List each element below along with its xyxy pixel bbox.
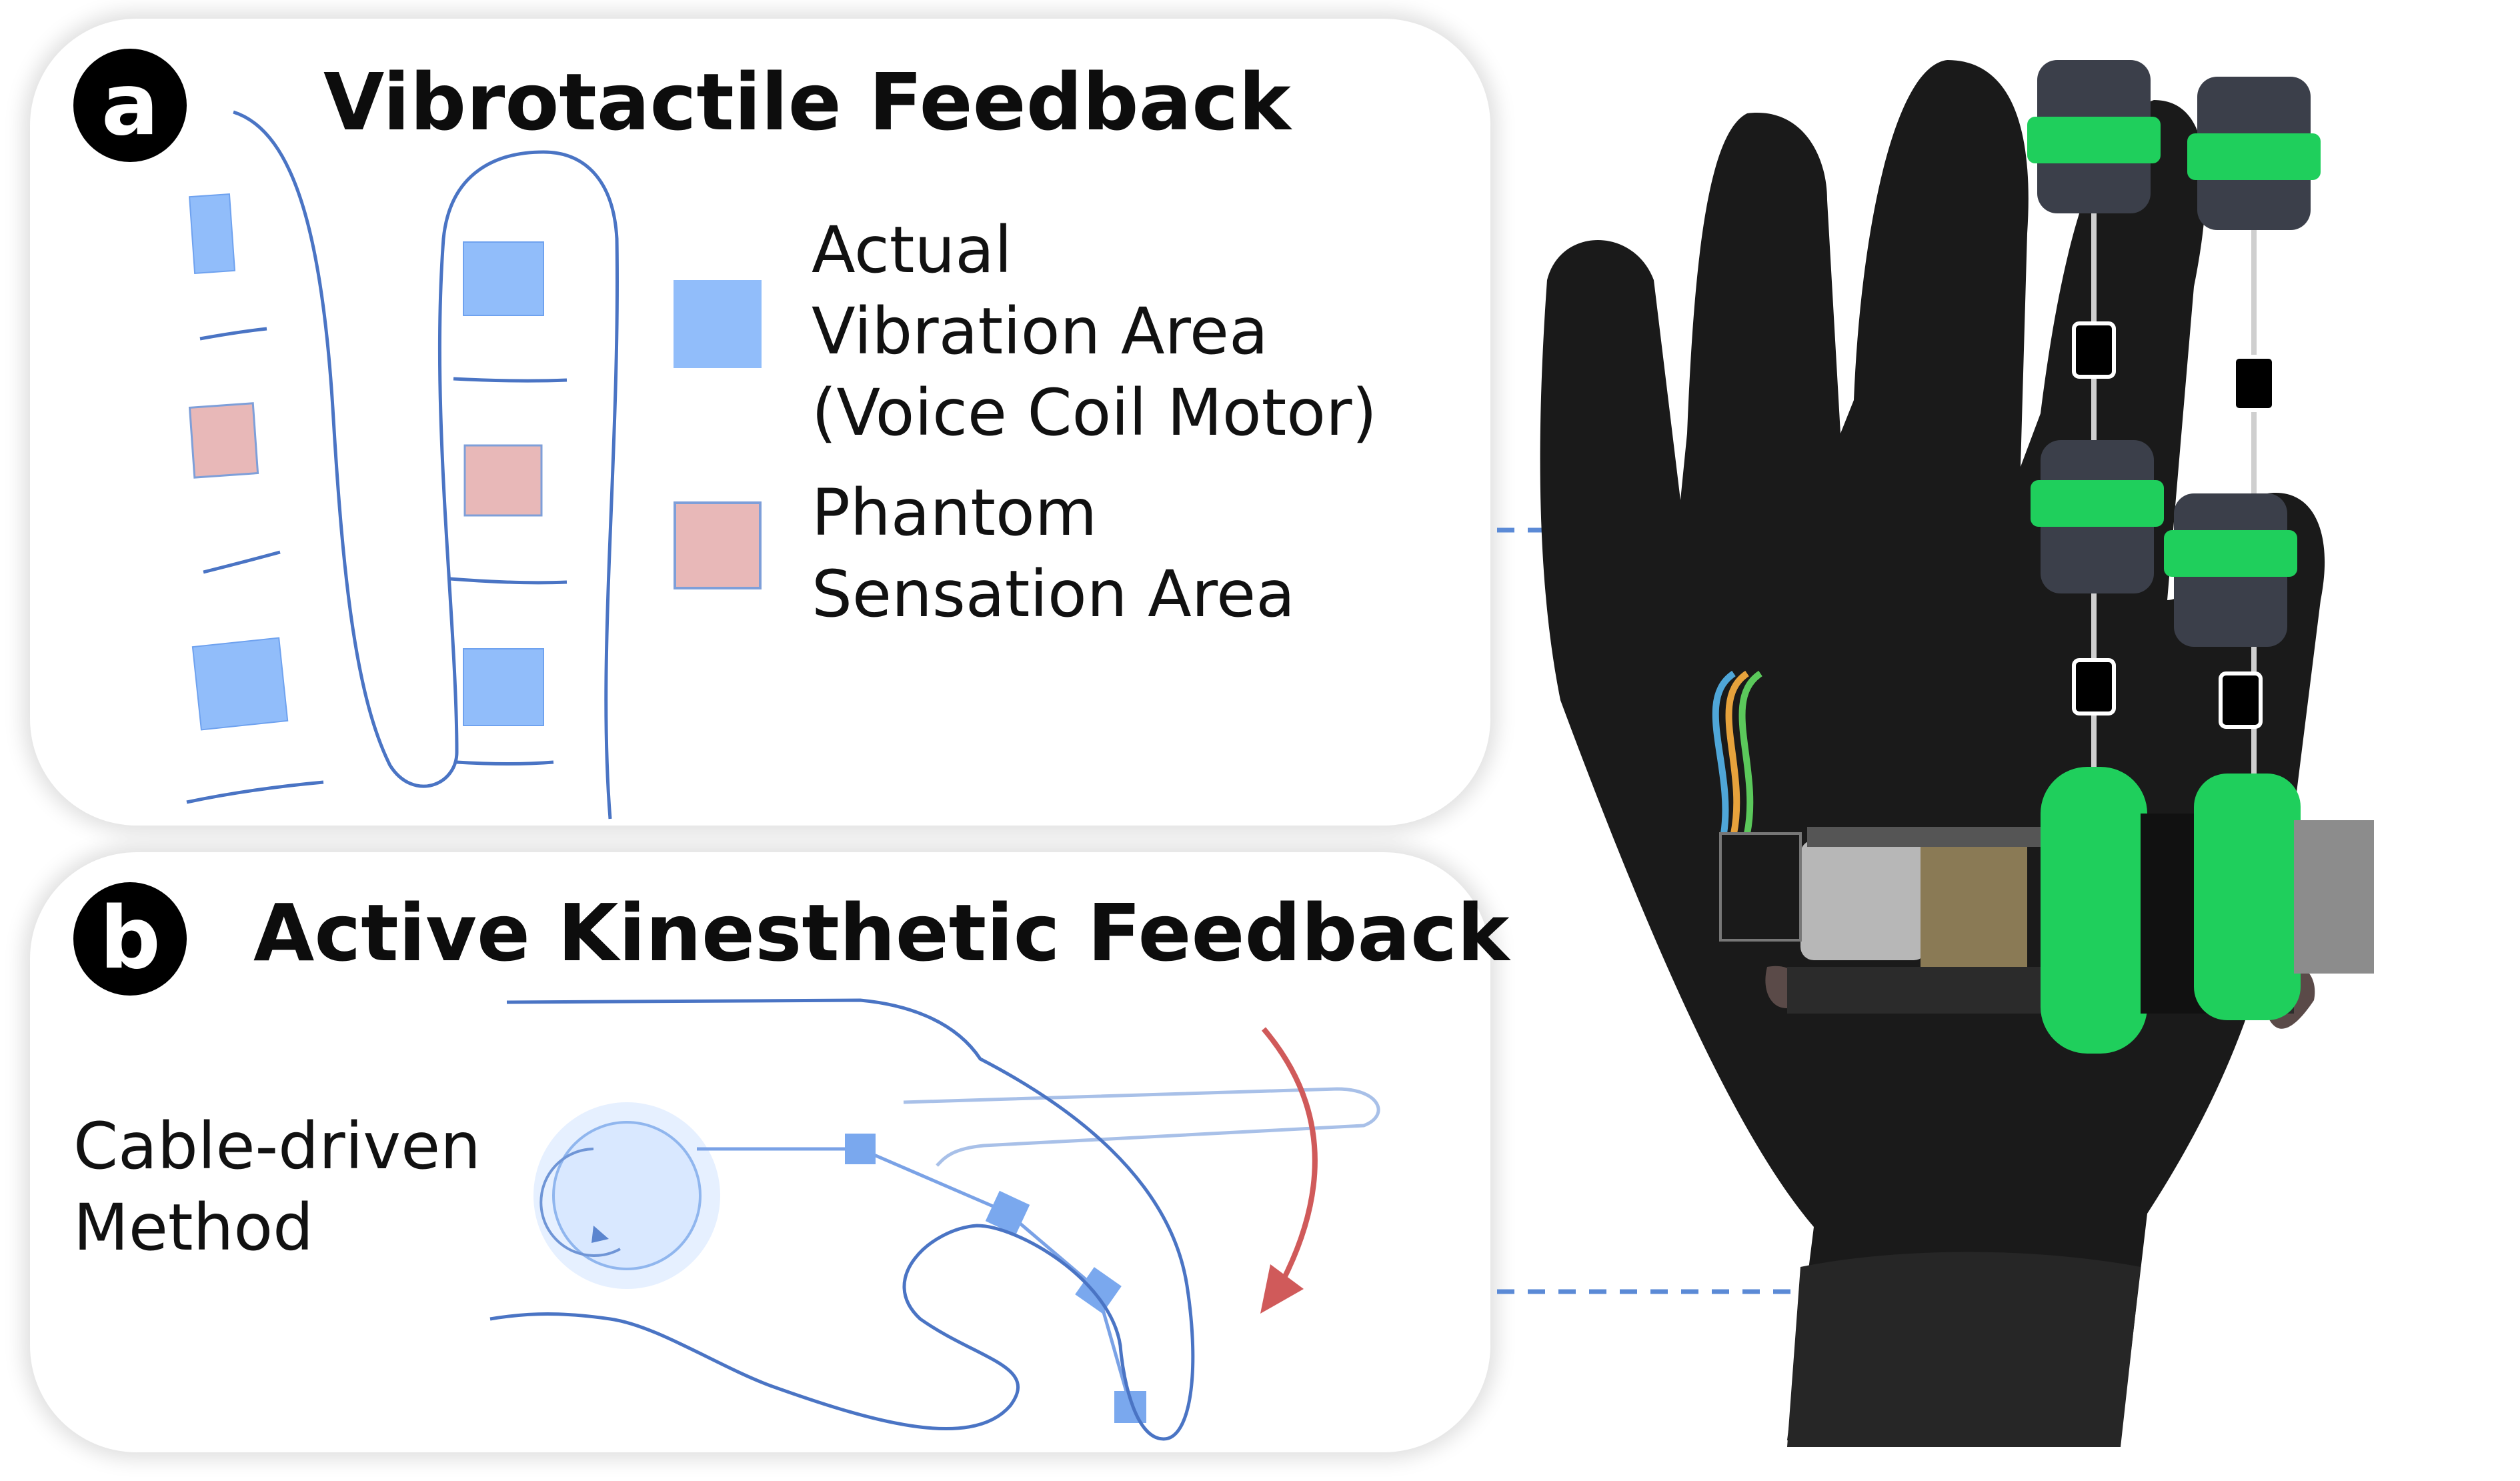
flexion-arrow-curve xyxy=(1261,1027,1318,1287)
panel-a-title: Vibrotactile Feedback xyxy=(323,56,1291,148)
cable-guide-block xyxy=(2219,671,2263,729)
glove-cuff xyxy=(1787,1252,2141,1447)
legend-label-phantom: Phantom Sensation Area xyxy=(812,472,1295,635)
spool-cap xyxy=(2194,774,2301,1020)
legend-actual-line2: Vibration Area xyxy=(812,294,1268,369)
cable-spool xyxy=(2041,767,2147,1054)
cable-driven-label: Cable-driven Method xyxy=(73,1106,481,1268)
panel-vibrotactile-feedback: a Vibrotactile Feedback Actual Vibration… xyxy=(30,19,1490,826)
motor-bracket xyxy=(1807,827,2054,847)
actual-vibration-area xyxy=(189,193,236,275)
pulley-cable-wrap xyxy=(539,1148,621,1257)
cable-guide xyxy=(985,1190,1030,1236)
cable-guide xyxy=(845,1134,876,1164)
connector xyxy=(1719,832,1802,942)
panel-active-kinesthetic-feedback: b Active Kinesthetic Feedback Cable-driv… xyxy=(30,852,1510,1452)
glove-body xyxy=(1540,60,2325,1440)
legend-actual-line3: (Voice Coil Motor) xyxy=(812,375,1377,450)
cable-guide-block xyxy=(2072,321,2116,379)
actual-vibration-area xyxy=(463,648,544,726)
actuator-mount xyxy=(2031,480,2164,527)
legend-swatch-phantom xyxy=(674,501,762,589)
actuator-mount xyxy=(2164,530,2297,577)
encoder xyxy=(2294,820,2374,974)
pulley-disc xyxy=(552,1121,702,1270)
cable-guide xyxy=(1075,1267,1122,1314)
legend-label-actual: Actual Vibration Area (Voice Coil Motor) xyxy=(812,209,1377,453)
actuator-mount xyxy=(2187,133,2321,180)
crease-line xyxy=(449,577,567,585)
crease-line xyxy=(186,780,324,804)
finger-outline-extended xyxy=(903,1087,1380,1167)
finger-diagram-a xyxy=(186,110,619,820)
actual-vibration-area xyxy=(463,241,544,316)
crease-line xyxy=(456,760,554,766)
panel-b-title: Active Kinesthetic Feedback xyxy=(253,887,1510,979)
actual-vibration-area xyxy=(191,637,289,731)
motor-wires xyxy=(1725,670,1749,834)
legend-phantom-line2: Sensation Area xyxy=(812,557,1296,631)
cable-driven-line1: Cable-driven xyxy=(73,1109,481,1184)
phantom-sensation-area xyxy=(463,444,543,517)
motor-wires xyxy=(1712,670,1736,834)
crease-line xyxy=(199,327,267,341)
phantom-sensation-area xyxy=(188,402,259,479)
crease-line xyxy=(203,550,281,574)
dc-motor xyxy=(1800,840,1927,960)
flexion-arrowhead xyxy=(1260,1264,1304,1314)
legend-phantom-line1: Phantom xyxy=(812,475,1098,550)
cable-guide-block xyxy=(2232,355,2276,412)
crease-line xyxy=(453,377,567,383)
cable-driven-line2: Method xyxy=(73,1190,314,1265)
legend-actual-line1: Actual xyxy=(812,213,1012,287)
legend-swatch-actual xyxy=(674,280,762,368)
motor-wires xyxy=(1738,670,1762,834)
gearbox xyxy=(1921,834,2027,967)
finger-outline-left xyxy=(233,110,619,820)
panel-a-badge: a xyxy=(73,49,187,162)
pulley-arrowhead xyxy=(591,1226,609,1243)
actuator-mount xyxy=(2027,117,2161,163)
finger-diagram-b xyxy=(489,998,1380,1441)
panel-b-badge: b xyxy=(73,882,187,996)
finger-outline-flexed xyxy=(489,998,1195,1441)
cable-guide-block xyxy=(2072,658,2116,715)
